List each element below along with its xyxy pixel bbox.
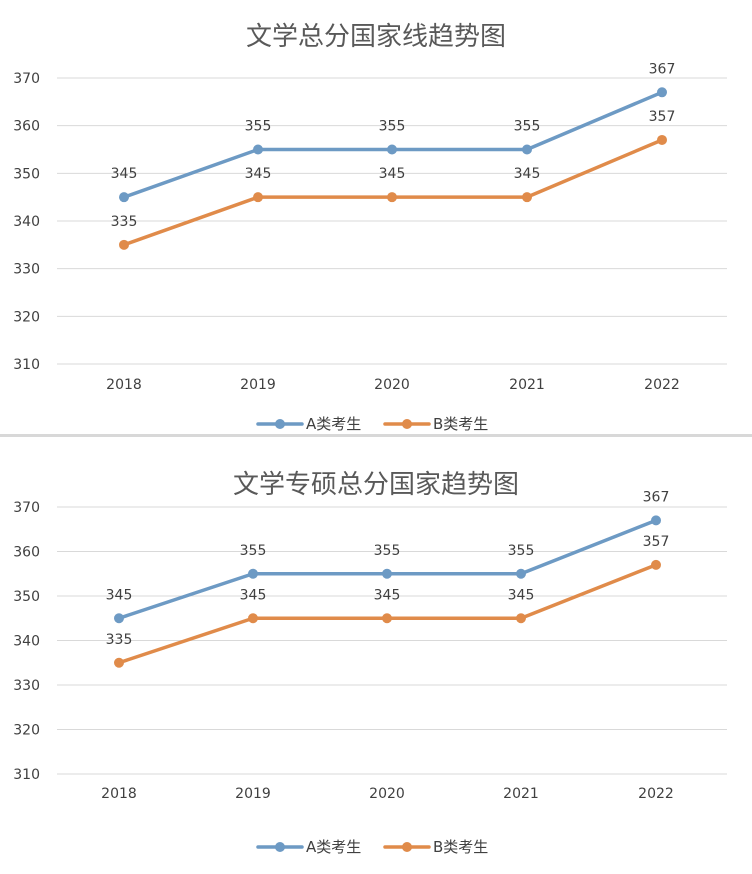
data-label-a: 345 bbox=[106, 587, 133, 603]
data-label-b: 345 bbox=[374, 587, 401, 603]
y-tick-label: 330 bbox=[13, 678, 40, 694]
legend-label-a: A类考生 bbox=[306, 838, 361, 856]
data-point-a bbox=[119, 192, 129, 203]
data-label-b: 357 bbox=[649, 109, 676, 125]
x-tick-label: 2019 bbox=[235, 786, 271, 802]
x-tick-label: 2018 bbox=[106, 377, 142, 393]
data-point-b bbox=[119, 239, 129, 250]
legend-marker-b bbox=[402, 419, 412, 429]
legend-marker-a bbox=[275, 842, 285, 852]
data-label-a: 355 bbox=[374, 543, 401, 559]
data-point-a bbox=[516, 568, 526, 579]
data-label-b: 357 bbox=[643, 534, 670, 550]
x-tick-label: 2022 bbox=[638, 786, 674, 802]
legend-marker-b bbox=[402, 842, 412, 852]
data-label-a: 355 bbox=[245, 119, 272, 135]
data-label-b: 345 bbox=[379, 166, 406, 182]
y-tick-label: 330 bbox=[13, 262, 40, 278]
y-tick-label: 310 bbox=[13, 767, 40, 783]
x-tick-label: 2020 bbox=[374, 377, 410, 393]
y-tick-label: 360 bbox=[13, 545, 40, 561]
line-chart-2: 文学专硕总分国家趋势图 310 320 330 340 350 360 370 2018 2019… bbox=[13, 470, 727, 856]
chart-title: 文学总分国家线趋势图 bbox=[246, 22, 506, 52]
y-tick-label: 370 bbox=[13, 71, 40, 87]
data-label-b: 345 bbox=[508, 587, 535, 603]
y-tick-label: 340 bbox=[13, 214, 40, 230]
chart-title: 文学专硕总分国家趋势图 bbox=[233, 470, 519, 500]
data-point-a bbox=[657, 87, 667, 98]
y-tick-label: 320 bbox=[13, 723, 40, 739]
data-label-b: 345 bbox=[245, 166, 272, 182]
data-label-a: 355 bbox=[514, 119, 541, 135]
data-point-a bbox=[248, 568, 258, 579]
data-point-b bbox=[516, 613, 526, 624]
legend-label-a: A类考生 bbox=[306, 415, 361, 433]
legend-marker-a bbox=[275, 419, 285, 429]
data-label-a: 355 bbox=[379, 119, 406, 135]
data-point-b bbox=[248, 613, 258, 624]
y-tick-label: 350 bbox=[13, 589, 40, 605]
x-tick-label: 2019 bbox=[240, 377, 276, 393]
x-tick-label: 2021 bbox=[509, 377, 545, 393]
data-label-b: 345 bbox=[240, 587, 267, 603]
data-label-b: 335 bbox=[111, 214, 138, 230]
x-tick-label: 2021 bbox=[503, 786, 539, 802]
data-point-a bbox=[253, 144, 263, 155]
data-point-b bbox=[387, 192, 397, 203]
y-tick-label: 310 bbox=[13, 357, 40, 373]
data-label-a: 367 bbox=[643, 489, 670, 505]
data-point-a bbox=[522, 144, 532, 155]
data-point-a bbox=[651, 515, 661, 526]
data-point-b bbox=[382, 613, 392, 624]
data-label-a: 355 bbox=[508, 543, 535, 559]
data-label-a: 345 bbox=[111, 166, 138, 182]
legend-label-b: B类考生 bbox=[433, 838, 488, 856]
y-tick-label: 340 bbox=[13, 634, 40, 650]
data-point-b bbox=[657, 134, 667, 145]
y-tick-label: 370 bbox=[13, 500, 40, 516]
chart-panel-1: 文学总分国家线趋势图 310 320 330 340 350 360 370 2018 2019 2… bbox=[0, 22, 752, 437]
line-chart-1: 文学总分国家线趋势图 310 320 330 340 350 360 370 2018 2019 2… bbox=[13, 22, 727, 433]
data-point-a bbox=[387, 144, 397, 155]
data-label-a: 367 bbox=[649, 61, 676, 77]
data-label-b: 345 bbox=[514, 166, 541, 182]
data-point-b bbox=[651, 559, 661, 570]
x-tick-label: 2022 bbox=[644, 377, 680, 393]
y-tick-label: 350 bbox=[13, 166, 40, 182]
y-tick-label: 360 bbox=[13, 119, 40, 135]
data-label-b: 335 bbox=[106, 632, 133, 648]
data-point-b bbox=[253, 192, 263, 203]
legend-label-b: B类考生 bbox=[433, 415, 488, 433]
data-point-a bbox=[114, 613, 124, 624]
chart-panel-2: 文学专硕总分国家趋势图 310 320 330 340 350 360 370 2018 2019… bbox=[0, 437, 752, 874]
y-tick-label: 320 bbox=[13, 309, 40, 325]
data-point-a bbox=[382, 568, 392, 579]
x-tick-label: 2020 bbox=[369, 786, 405, 802]
x-tick-label: 2018 bbox=[101, 786, 137, 802]
data-point-b bbox=[522, 192, 532, 203]
data-label-a: 355 bbox=[240, 543, 267, 559]
data-point-b bbox=[114, 657, 124, 668]
